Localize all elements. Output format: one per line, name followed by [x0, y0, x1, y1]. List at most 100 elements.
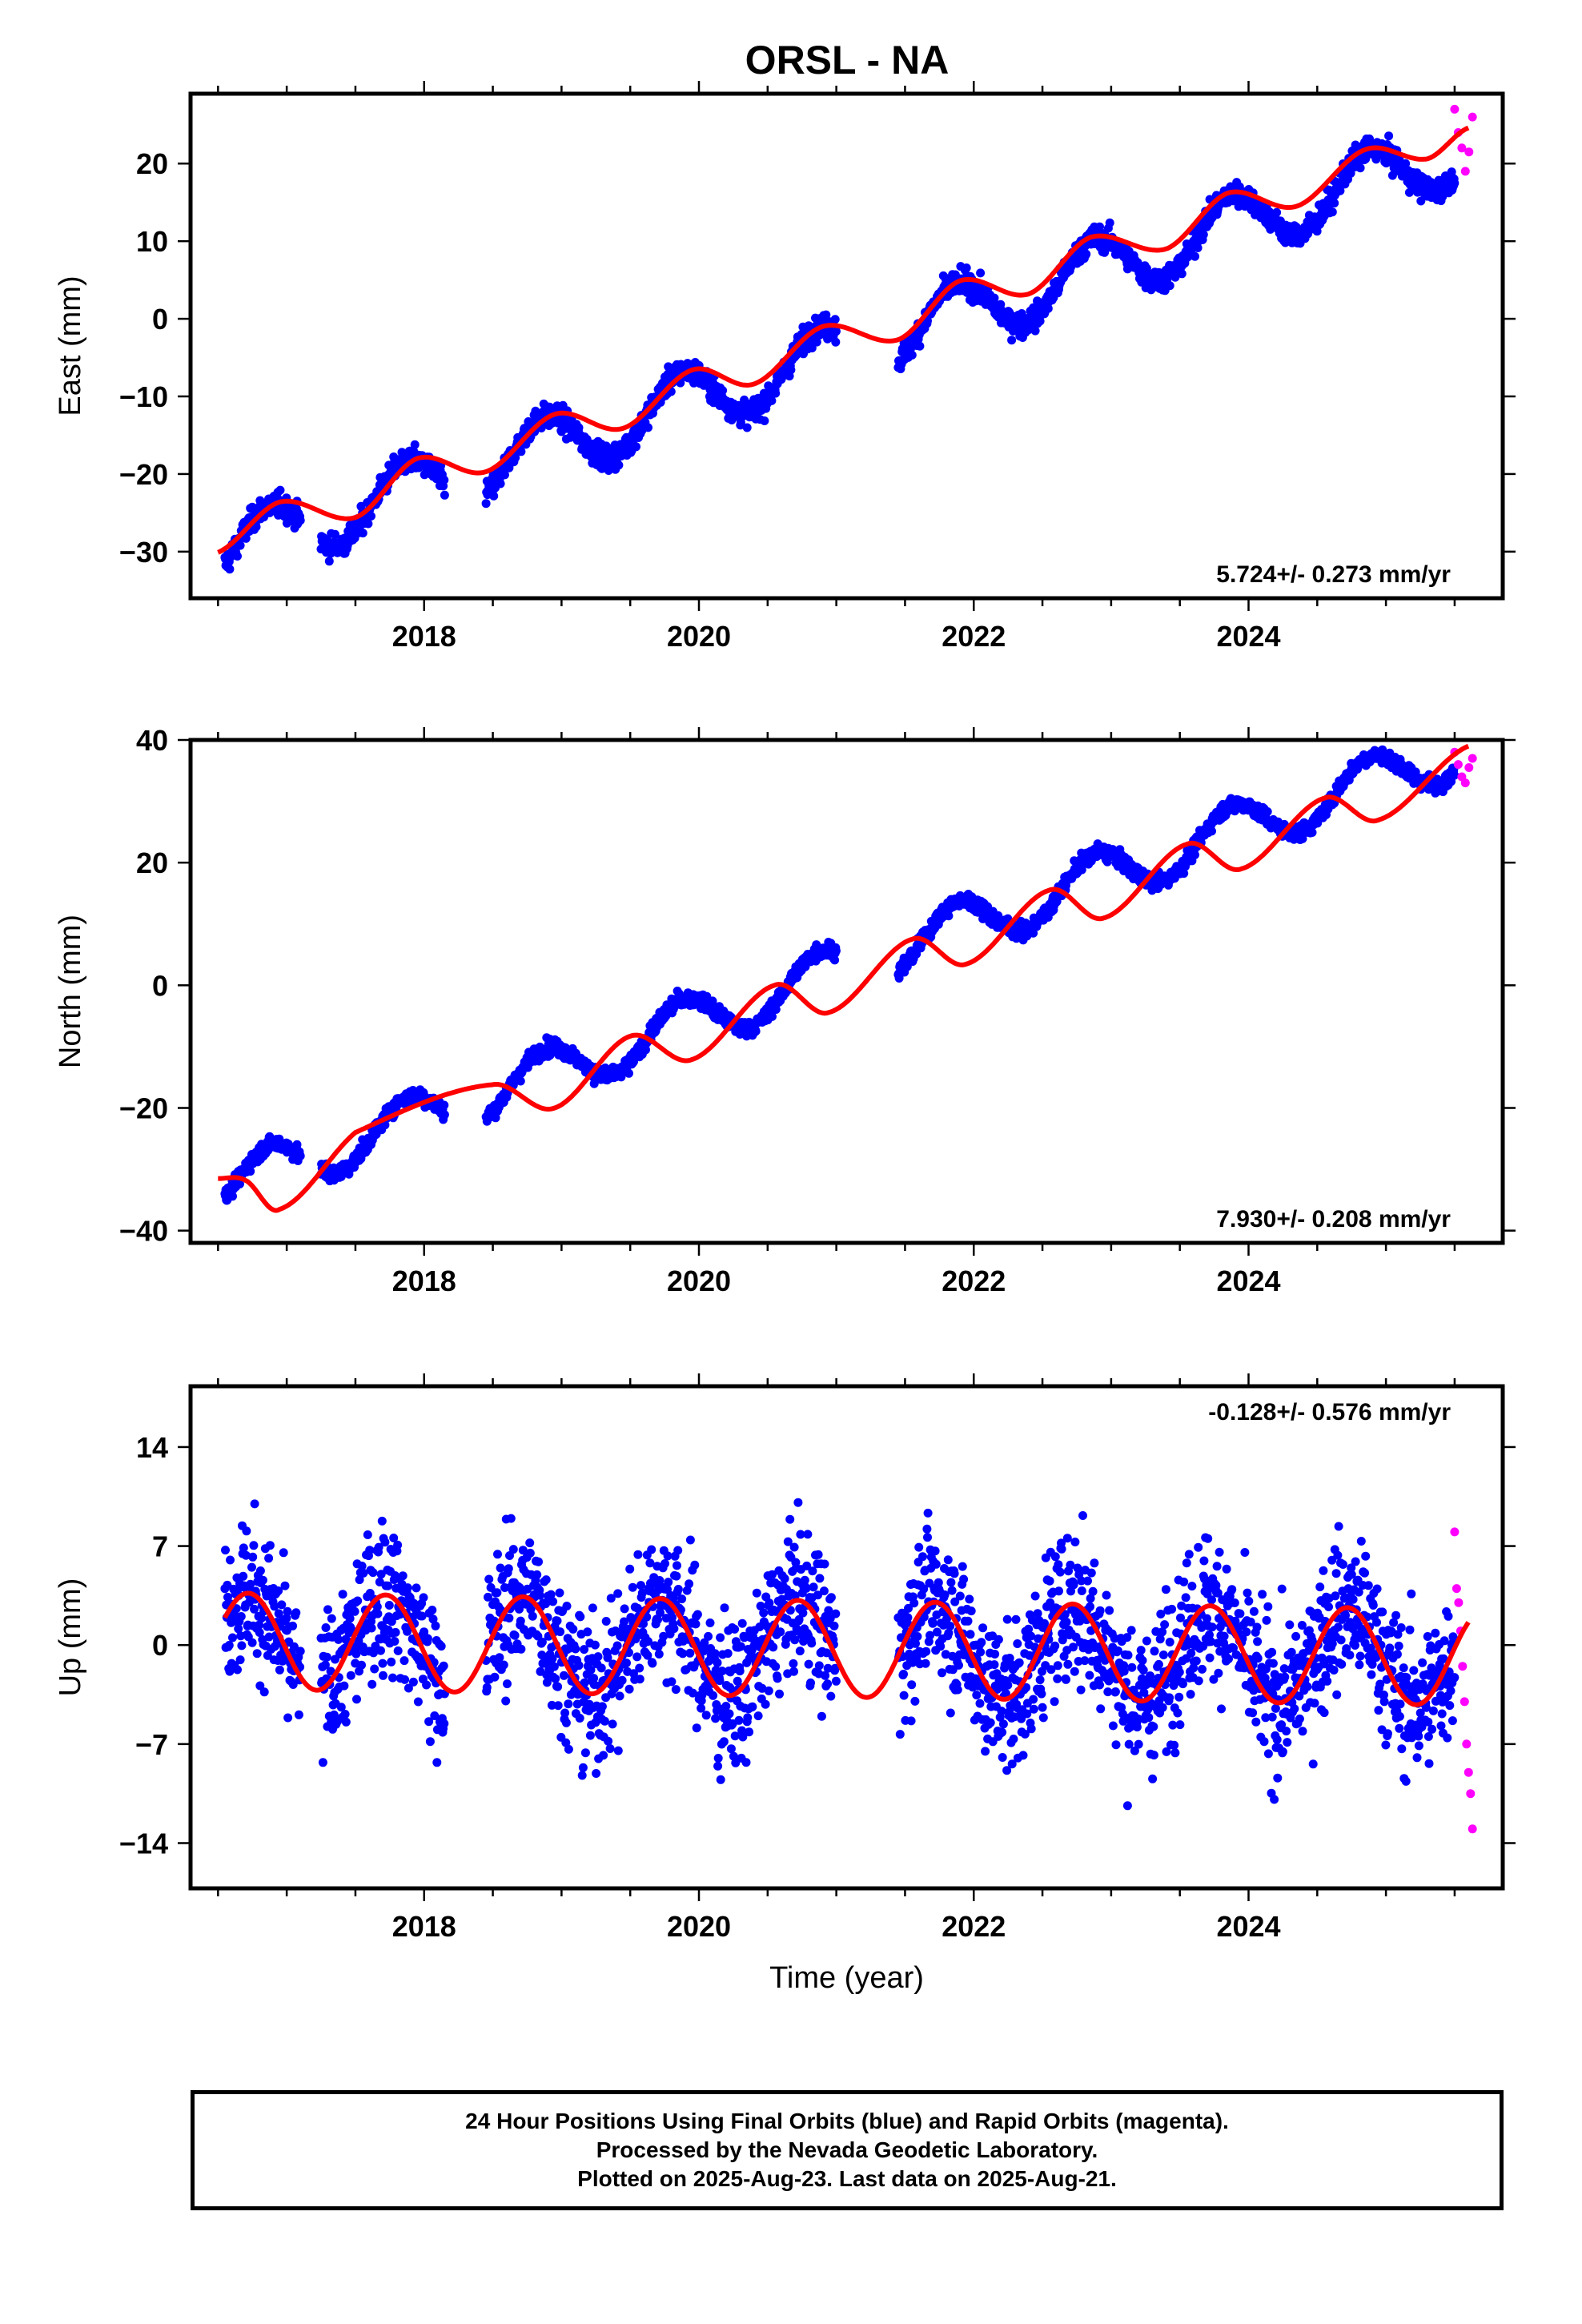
final-orbit-point	[352, 1695, 361, 1704]
final-orbit-point	[1450, 770, 1460, 780]
final-orbit-point	[363, 519, 373, 529]
final-orbit-point	[632, 442, 640, 452]
rapid-orbit-point	[1464, 147, 1474, 157]
final-orbit-point	[338, 1590, 347, 1599]
final-orbit-point	[280, 1581, 290, 1590]
final-orbit-point	[252, 1649, 262, 1659]
final-orbit-point	[334, 1634, 343, 1644]
final-orbit-point	[962, 263, 971, 272]
final-orbit-point	[226, 1555, 235, 1565]
final-orbit-point	[358, 529, 367, 538]
final-orbit-point	[242, 1526, 251, 1536]
model-fit-line	[217, 125, 1470, 555]
final-orbit-point	[1355, 163, 1365, 173]
final-orbit-point	[1411, 767, 1420, 777]
final-orbit-point	[1191, 850, 1199, 859]
final-orbit-point	[751, 1027, 761, 1036]
final-orbit-point	[1165, 281, 1174, 291]
final-orbit-point	[440, 490, 449, 500]
x-tick-label: 2022	[942, 1265, 1006, 1297]
x-tick-label: 2020	[667, 1265, 731, 1297]
final-orbit-point	[410, 440, 420, 449]
plot-frame	[188, 91, 1505, 601]
final-orbit-point	[228, 1633, 237, 1642]
final-orbit-point	[236, 1612, 246, 1621]
final-orbit-point	[830, 315, 840, 324]
final-orbit-point	[1035, 316, 1045, 326]
final-orbit-point	[277, 1600, 287, 1610]
final-orbit-point	[346, 1671, 355, 1680]
final-orbit-point	[1272, 207, 1282, 217]
data-points	[220, 745, 1477, 1205]
data-points	[220, 104, 1477, 574]
final-orbit-point	[221, 1546, 230, 1555]
final-orbit-point	[1082, 249, 1091, 259]
y-axis-label: North (mm)	[54, 915, 87, 1068]
final-orbit-point	[604, 466, 613, 475]
final-orbit-point	[907, 350, 917, 360]
final-orbit-point	[340, 1710, 350, 1719]
final-orbit-point	[237, 1641, 247, 1651]
final-orbit-point	[341, 1717, 351, 1727]
final-orbit-point	[1199, 230, 1208, 239]
final-orbit-point	[831, 946, 841, 955]
final-orbit-point	[481, 499, 491, 509]
final-orbit-point	[255, 1628, 264, 1637]
final-orbit-point	[249, 1541, 259, 1550]
final-orbit-point	[235, 541, 245, 550]
final-orbit-point	[807, 344, 817, 353]
final-orbit-point	[239, 1571, 248, 1581]
final-orbit-point	[250, 1499, 259, 1509]
final-orbit-point	[1330, 199, 1339, 208]
final-orbit-point	[350, 1606, 359, 1616]
final-orbit-point	[641, 1045, 650, 1055]
y-tick-label: 0	[152, 969, 168, 1002]
final-orbit-point	[1030, 326, 1040, 336]
final-orbit-point	[976, 268, 986, 278]
rapid-orbit-point	[1464, 763, 1474, 772]
final-orbit-point	[786, 365, 796, 375]
final-orbit-point	[339, 1681, 349, 1691]
final-orbit-point	[331, 1655, 339, 1664]
final-orbit-point	[225, 565, 235, 574]
final-orbit-point	[248, 1552, 258, 1562]
figure-title: ORSL - NA	[745, 38, 950, 82]
final-orbit-point	[320, 1660, 330, 1670]
final-orbit-point	[1450, 179, 1460, 188]
final-orbit-point	[644, 423, 652, 432]
final-orbit-point	[279, 1548, 288, 1558]
final-orbit-point	[1177, 269, 1186, 279]
final-orbit-point	[288, 1680, 298, 1689]
final-orbit-point	[291, 1608, 301, 1618]
final-orbit-point	[241, 1550, 251, 1560]
final-orbit-point	[1142, 263, 1151, 273]
final-orbit-point	[511, 453, 520, 463]
final-orbit-point	[257, 1614, 267, 1623]
final-orbit-point	[367, 512, 375, 521]
y-tick-label: 40	[136, 724, 168, 757]
final-orbit-point	[295, 516, 305, 525]
final-orbit-point	[830, 955, 840, 965]
final-orbit-point	[264, 1554, 274, 1563]
final-orbit-point	[323, 1605, 332, 1614]
final-orbit-point	[1191, 251, 1199, 261]
final-orbit-point	[289, 1642, 299, 1651]
final-orbit-point	[247, 1562, 256, 1572]
final-orbit-point	[1404, 187, 1414, 197]
final-orbit-point	[345, 1614, 355, 1623]
rapid-orbit-point	[1450, 104, 1460, 114]
final-orbit-point	[322, 1652, 331, 1662]
final-orbit-point	[275, 485, 285, 495]
final-orbit-point	[1207, 826, 1216, 836]
final-orbit-point	[336, 1703, 346, 1712]
final-orbit-point	[1193, 243, 1203, 252]
final-orbit-point	[1307, 828, 1317, 837]
final-orbit-point	[239, 1543, 248, 1553]
rapid-orbit-point	[1457, 143, 1467, 153]
final-orbit-point	[326, 1667, 335, 1676]
x-tick-label: 2024	[1216, 1265, 1280, 1297]
final-orbit-point	[246, 1579, 255, 1589]
final-orbit-point	[767, 396, 777, 405]
